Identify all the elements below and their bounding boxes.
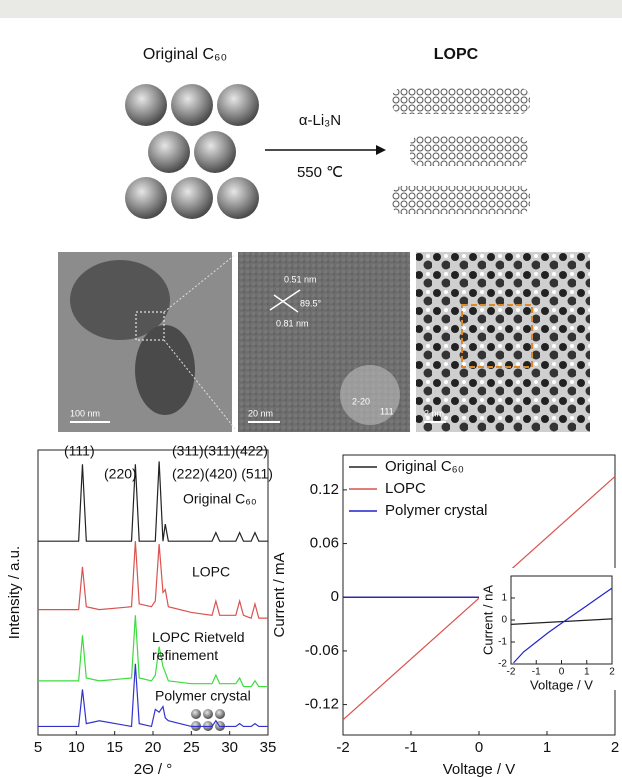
- peak-label: (222)(420) (511): [172, 466, 273, 482]
- x-axis-label: Voltage / V: [530, 677, 593, 692]
- x-tick-label: -2: [336, 739, 349, 756]
- series-line: [513, 587, 613, 664]
- reagent: α-Li₃N: [299, 112, 341, 129]
- c60-lattice: [125, 84, 259, 219]
- scale-label: 20 nm: [248, 408, 273, 418]
- legend-label: Polymer crystal: [385, 502, 488, 519]
- x-tick-label: 2: [611, 739, 619, 756]
- y-axis-label: Intensity / a.u.: [6, 546, 23, 639]
- spacing-label: 0.51 nm: [284, 274, 317, 284]
- peak-label: (111): [64, 443, 95, 459]
- x-axis-label: Voltage / V: [443, 761, 516, 778]
- polymer-icon: [191, 709, 225, 731]
- series-line: [510, 618, 613, 625]
- y-tick-label: 1: [501, 593, 507, 604]
- fft-label: 2-20: [352, 396, 370, 406]
- condition: 550 ℃: [297, 164, 343, 181]
- legend-label: LOPC: [385, 480, 426, 497]
- x-tick-label: -2: [507, 667, 516, 678]
- left-label: Original C₆₀: [143, 46, 227, 63]
- lopc-structure: [392, 88, 530, 214]
- x-tick-label: 1: [543, 739, 551, 756]
- series-line: [38, 615, 268, 688]
- x-tick-label: 35: [260, 739, 277, 756]
- y-tick-label: -2: [498, 659, 507, 670]
- x-tick-label: 0: [475, 739, 483, 756]
- top-band: [0, 0, 622, 18]
- series-line: [38, 663, 268, 728]
- spacing-label: 0.81 nm: [276, 318, 309, 328]
- x-tick-label: 10: [68, 739, 85, 756]
- inset-background: [479, 568, 618, 690]
- curve-label: Polymer crystal: [155, 688, 251, 704]
- x-tick-label: 5: [34, 739, 42, 756]
- right-label: LOPC: [434, 46, 479, 63]
- curve-label: LOPC Rietveld refinement: [152, 629, 245, 663]
- y-tick-label: 0.06: [310, 535, 339, 552]
- scale-label: 2 nm: [424, 408, 444, 418]
- reaction-arrow: [265, 145, 386, 155]
- x-tick-label: 15: [106, 739, 123, 756]
- peak-label: (311)(311)(422): [172, 443, 268, 459]
- x-tick-label: 20: [145, 739, 162, 756]
- x-tick-label: 25: [183, 739, 200, 756]
- x-tick-label: 1: [584, 667, 590, 678]
- peak-label: (220): [104, 466, 137, 482]
- y-tick-label: -0.06: [305, 642, 339, 659]
- y-tick-label: 0.12: [310, 481, 339, 498]
- x-tick-label: 0: [559, 667, 565, 678]
- y-tick-label: -1: [498, 637, 507, 648]
- y-tick-label: -0.12: [305, 696, 339, 713]
- curve-label: LOPC: [192, 564, 230, 580]
- y-axis-label: Current / nA: [480, 585, 495, 655]
- x-axis-label: 2Θ / °: [134, 761, 173, 778]
- angle-label: 89.5°: [300, 298, 322, 308]
- curve-label: Original C₆₀: [183, 491, 257, 507]
- x-tick-label: -1: [532, 667, 541, 678]
- y-tick-label: 0: [331, 588, 339, 605]
- series-line: [38, 541, 268, 619]
- x-tick-label: 2: [609, 667, 615, 678]
- legend-label: Original C₆₀: [385, 458, 464, 475]
- micrographs: [58, 252, 590, 432]
- series-line: [38, 461, 268, 542]
- fft-label: 111: [380, 406, 394, 416]
- x-tick-label: 30: [221, 739, 238, 756]
- scale-label: 100 nm: [70, 408, 100, 418]
- y-tick-label: 0: [501, 615, 507, 626]
- x-tick-label: -1: [404, 739, 417, 756]
- y-axis-label: Current / mA: [271, 552, 288, 637]
